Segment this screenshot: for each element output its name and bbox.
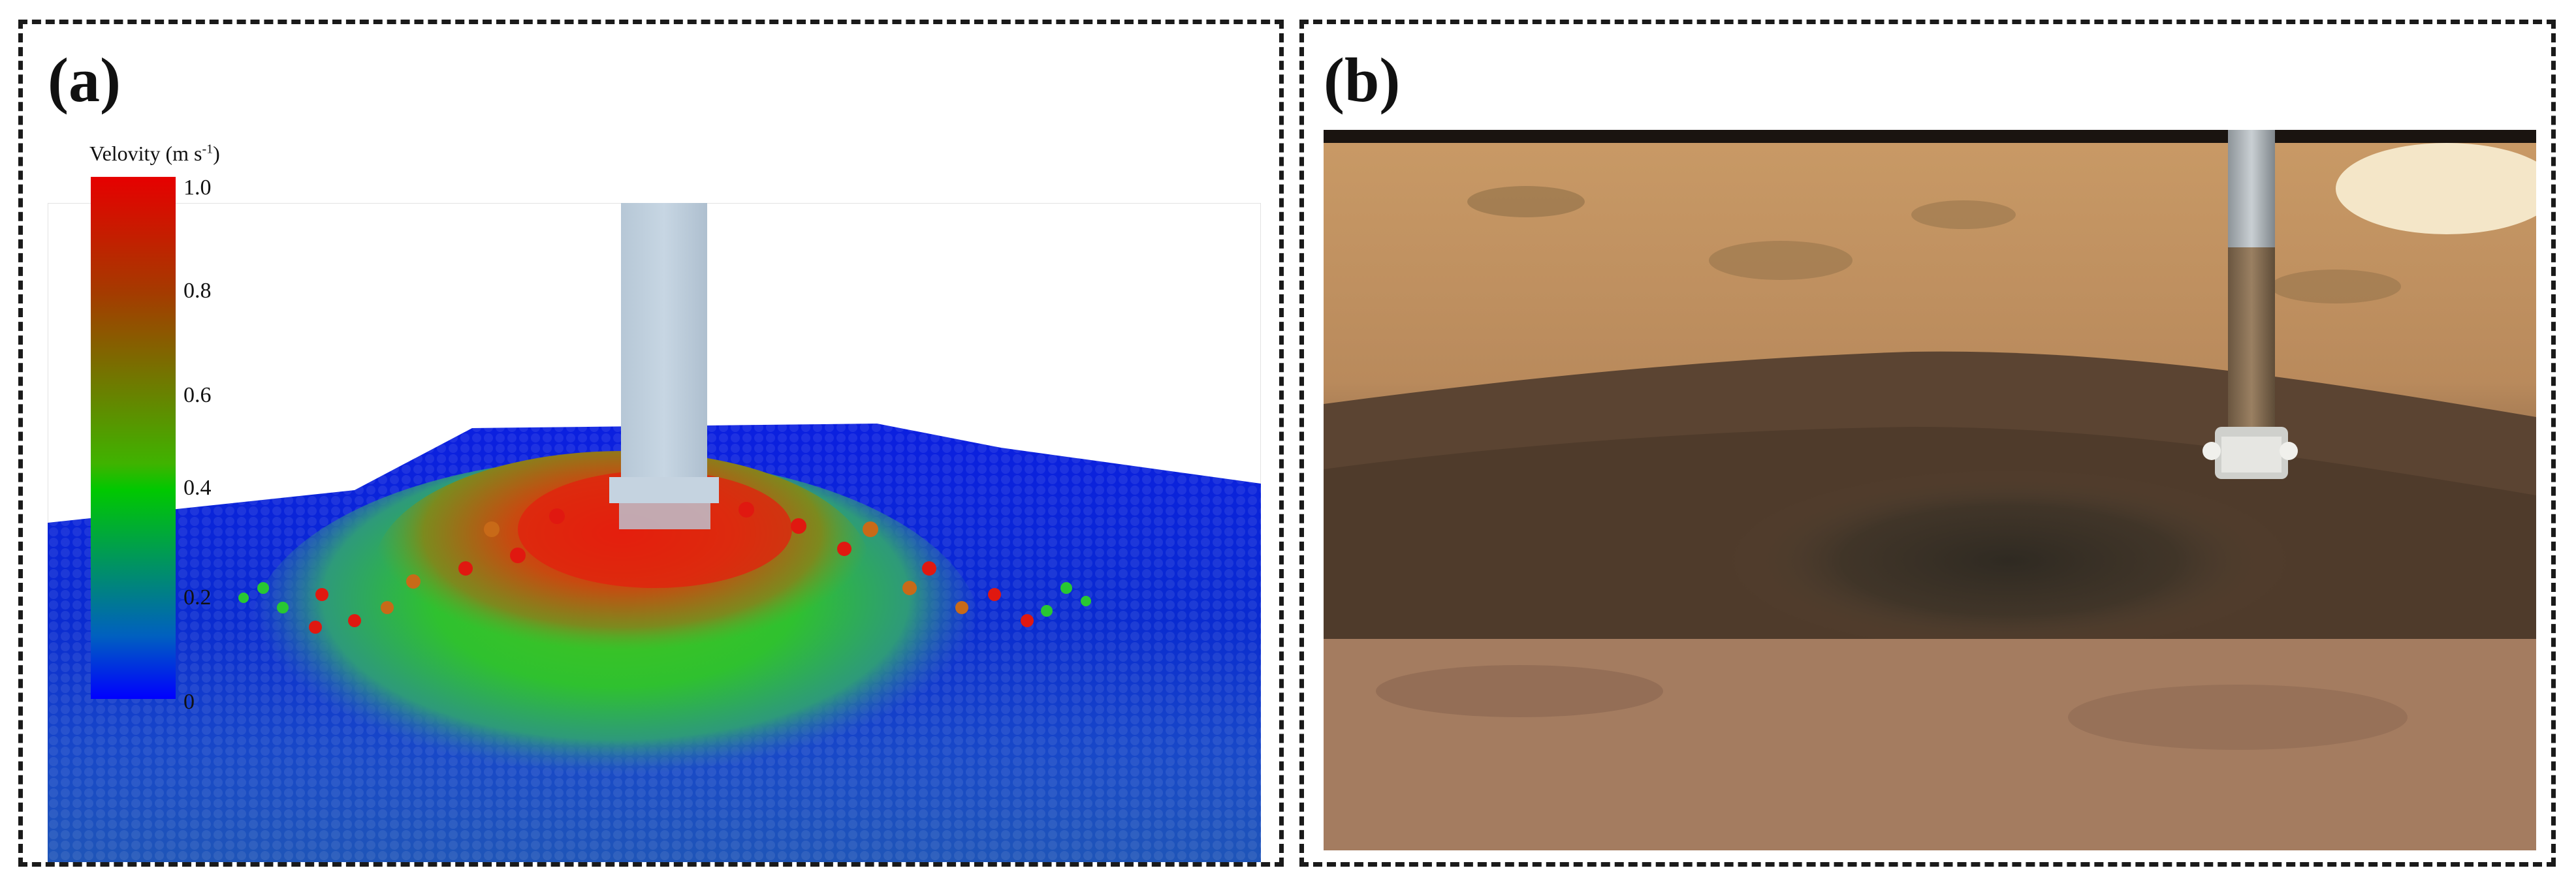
colorbar-tick: 1.0	[183, 176, 212, 200]
colorbar-tick: 0.2	[183, 585, 212, 610]
simulation-render	[48, 203, 1261, 862]
particle-bed-image	[48, 203, 1261, 862]
colorbar-title-exponent: -1	[202, 142, 214, 157]
colorbar-tick: 0.8	[183, 279, 212, 303]
colorbar-title-close: )	[213, 142, 220, 165]
colorbar-tick: 0	[183, 690, 195, 714]
colorbar-tick: 0.6	[183, 383, 212, 407]
panel-a-label: (a)	[48, 45, 121, 115]
experiment-photo	[1324, 130, 2536, 850]
colorbar-title-text: Velovity (m s	[89, 142, 202, 165]
panel-b-label: (b)	[1324, 45, 1401, 115]
panel-b: (b)	[1299, 20, 2556, 867]
velocity-colorbar	[91, 177, 176, 699]
colorbar-title: Velovity (m s-1)	[89, 142, 220, 166]
soil-mound-photo	[1324, 130, 2536, 850]
panel-a: (a)	[18, 20, 1284, 867]
colorbar-tick: 0.4	[183, 476, 212, 500]
